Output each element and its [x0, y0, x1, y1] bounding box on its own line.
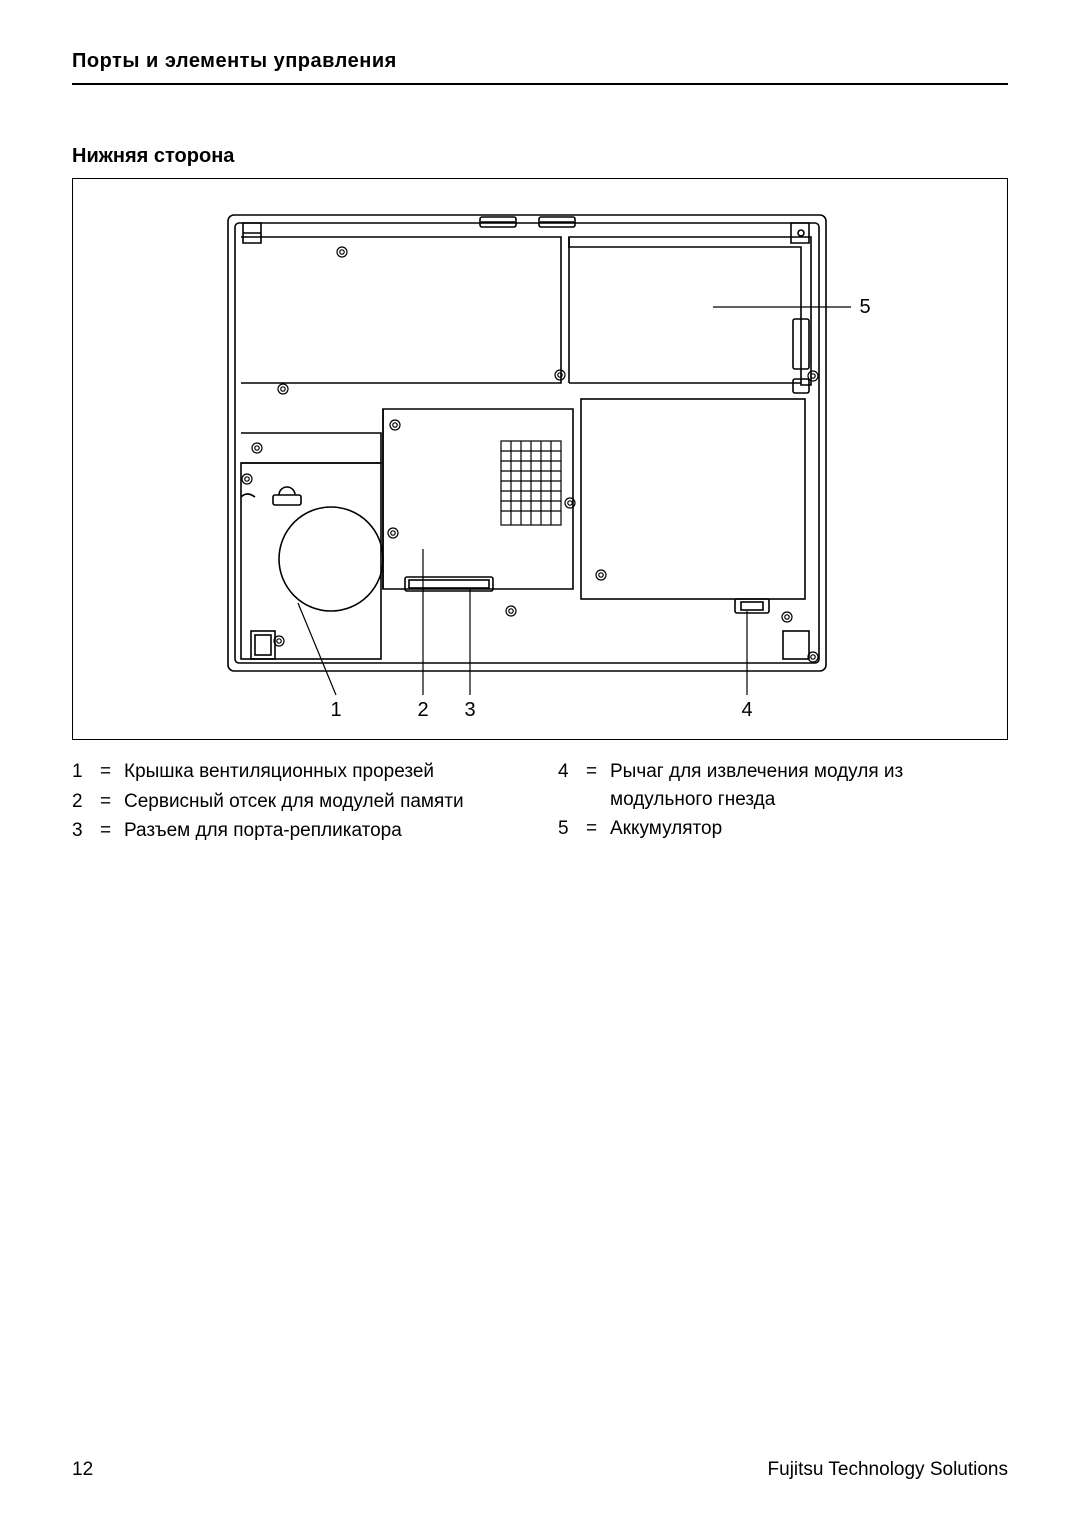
legend-text: Рычаг для извлечения модуля из модульног… — [610, 758, 1008, 813]
legend-num: 5 — [558, 815, 586, 843]
legend-item: 4 = Рычаг для извлечения модуля из модул… — [558, 758, 1008, 813]
page-header: Порты и элементы управления — [72, 50, 1008, 85]
footer-company: Fujitsu Technology Solutions — [768, 1459, 1008, 1481]
legend: 1 = Крышка вентиляционных прорезей 2 = С… — [72, 758, 1008, 847]
legend-item: 1 = Крышка вентиляционных прорезей — [72, 758, 522, 786]
callout-5: 5 — [859, 296, 870, 318]
legend-text: Разъем для порта-репликатора — [124, 817, 522, 845]
legend-text: Аккумулятор — [610, 815, 1008, 843]
legend-eq: = — [100, 788, 124, 816]
legend-item: 2 = Сервисный отсек для модулей памяти — [72, 788, 522, 816]
legend-num: 3 — [72, 817, 100, 845]
legend-right-column: 4 = Рычаг для извлечения модуля из модул… — [558, 758, 1008, 847]
callout-2: 2 — [417, 699, 428, 721]
legend-num: 4 — [558, 758, 586, 813]
legend-num: 2 — [72, 788, 100, 816]
legend-eq: = — [586, 815, 610, 843]
legend-eq: = — [586, 758, 610, 813]
legend-item: 3 = Разъем для порта-репликатора — [72, 817, 522, 845]
legend-text: Крышка вентиляционных прорезей — [124, 758, 522, 786]
callout-3: 3 — [464, 699, 475, 721]
legend-eq: = — [100, 817, 124, 845]
callout-1: 1 — [330, 699, 341, 721]
page-footer: 12 Fujitsu Technology Solutions — [72, 1459, 1008, 1481]
legend-left-column: 1 = Крышка вентиляционных прорезей 2 = С… — [72, 758, 522, 847]
header-title: Порты и элементы управления — [72, 50, 397, 72]
section-subheading: Нижняя сторона — [72, 145, 1008, 168]
legend-text: Сервисный отсек для модулей памяти — [124, 788, 522, 816]
laptop-bottom-diagram: 1 2 3 4 5 — [73, 179, 1009, 741]
legend-item: 5 = Аккумулятор — [558, 815, 1008, 843]
diagram-container: 1 2 3 4 5 — [72, 178, 1008, 740]
legend-num: 1 — [72, 758, 100, 786]
page-number: 12 — [72, 1459, 93, 1481]
callout-4: 4 — [741, 699, 752, 721]
legend-eq: = — [100, 758, 124, 786]
